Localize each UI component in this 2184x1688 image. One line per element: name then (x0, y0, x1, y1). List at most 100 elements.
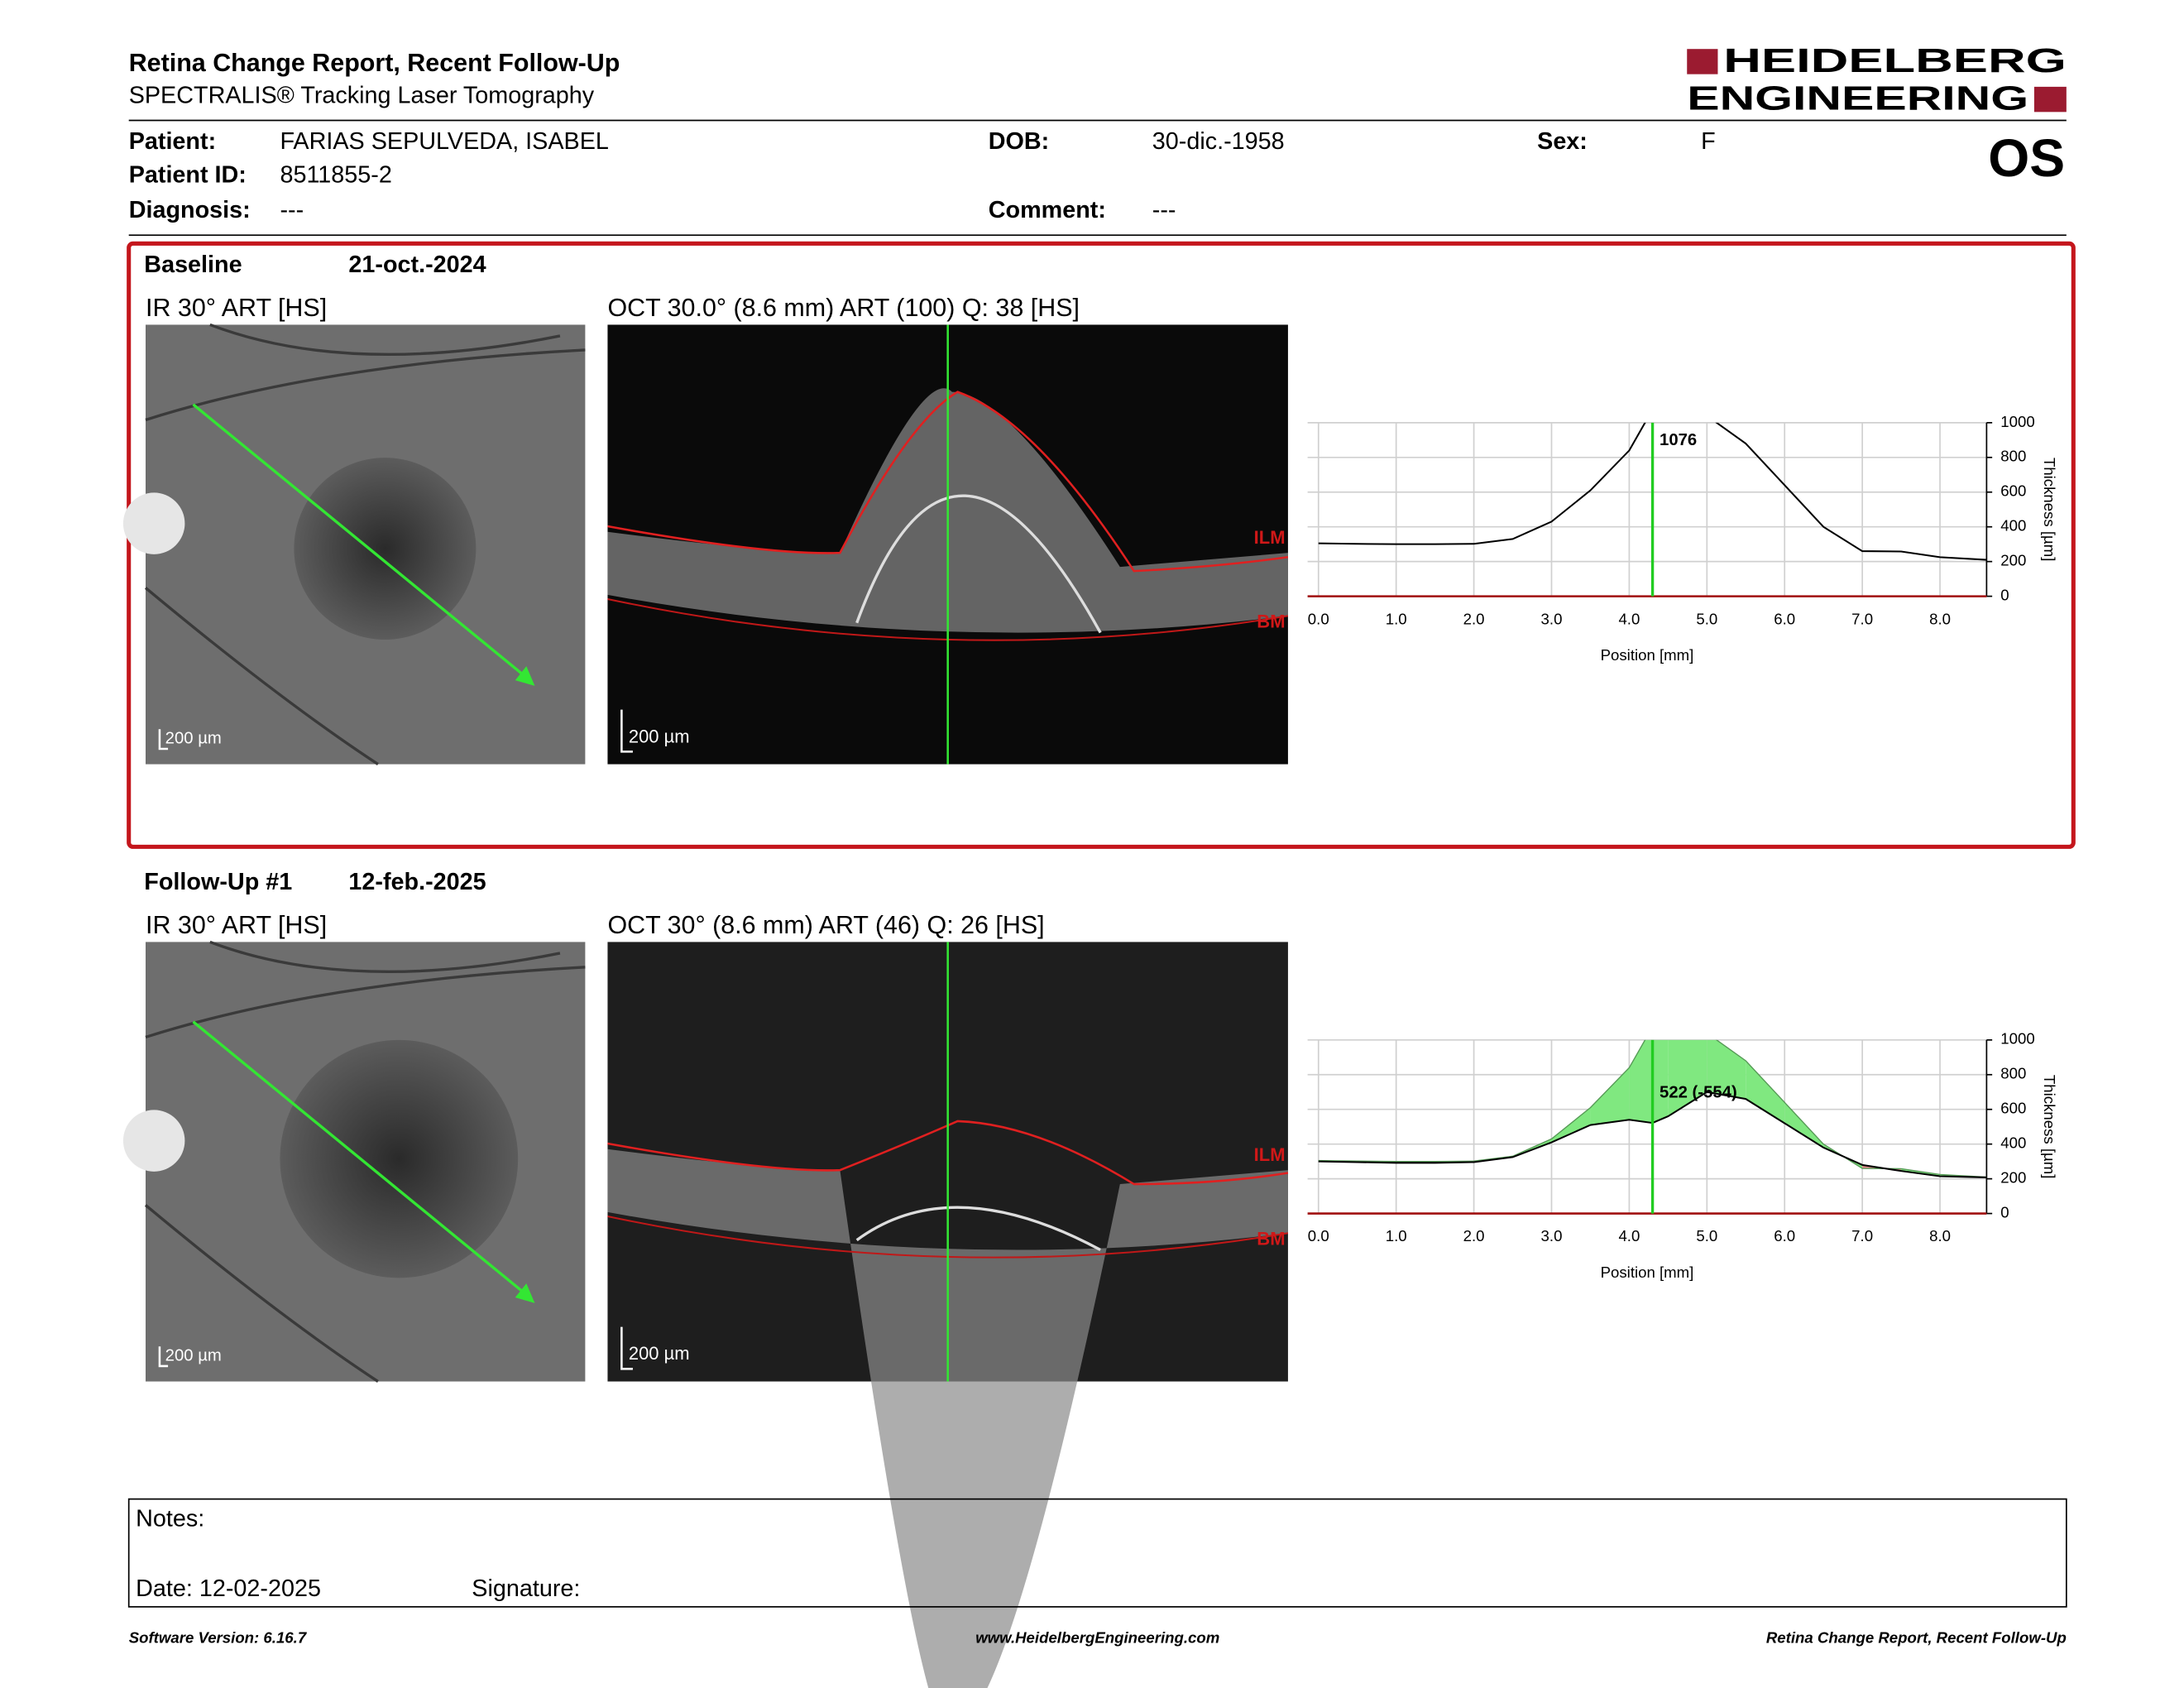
vessel (145, 348, 586, 422)
field-value: 30-dic.-1958 (1152, 128, 1285, 155)
bm-line (607, 597, 1289, 641)
scale-bar (620, 709, 633, 753)
scale-label: 200 µm (165, 729, 222, 747)
change-area (1551, 1107, 1591, 1143)
reference-line (1318, 1039, 1987, 1178)
notes-box (127, 1498, 2067, 1608)
field-label: Patient ID: (129, 162, 247, 189)
y-tick-label: 0 (2000, 1203, 2009, 1220)
scan-arrow (515, 666, 535, 686)
y-tick-label: 400 (2000, 1134, 2026, 1152)
ilm-line (607, 1120, 1289, 1186)
x-axis-label: Position [mm] (1601, 646, 1694, 664)
exam-date: 21-oct.-2024 (348, 252, 486, 278)
x-tick-label: 4.0 (1618, 1227, 1640, 1244)
field-label: Comment: (989, 197, 1106, 223)
field-label: Sex: (1537, 128, 1588, 155)
vessel (209, 323, 561, 357)
x-tick-label: 7.0 (1851, 610, 1873, 627)
scale-bar (158, 1346, 169, 1368)
scale-label: 200 µm (629, 1343, 690, 1364)
report-title: Retina Change Report, Recent Follow-Up (129, 49, 620, 77)
field-value: F (1701, 128, 1716, 155)
eye-label: OS (1988, 128, 2065, 188)
y-tick-label: 400 (2000, 517, 2026, 535)
thickness-line (1318, 422, 1987, 561)
y-tick-label: 200 (2000, 552, 2026, 569)
y-tick-label: 600 (2000, 1100, 2026, 1117)
y-axis-label: Thickness [µm] (2041, 1075, 2058, 1178)
x-tick-label: 0.0 (1308, 610, 1329, 627)
x-tick-label: 1.0 (1386, 1227, 1407, 1244)
exam-date: 12-feb.-2025 (348, 869, 486, 895)
detachment (855, 1206, 1101, 1252)
detachment (855, 494, 1102, 634)
field-value: --- (280, 197, 304, 223)
x-tick-label: 3.0 (1541, 610, 1563, 627)
x-tick-label: 0.0 (1308, 1227, 1329, 1244)
logo-text: ENGINEERING (1687, 79, 2028, 117)
x-axis-label: Position [mm] (1601, 1264, 1694, 1281)
plot-area (1318, 422, 1987, 561)
field-value: --- (1152, 197, 1176, 223)
footer-text: Software Version: 6.16.7 (129, 1629, 308, 1647)
scale-bar (620, 1326, 633, 1370)
notes-label: Notes: (136, 1506, 204, 1532)
x-tick-label: 6.0 (1774, 1227, 1795, 1244)
bm-line (607, 1215, 1289, 1259)
notes-date: Date: 12-02-2025 (136, 1575, 321, 1602)
y-tick-label: 1000 (2000, 1030, 2034, 1048)
x-tick-label: 8.0 (1929, 610, 1951, 627)
notes-signature: Signature: (472, 1575, 580, 1602)
y-tick-label: 1000 (2000, 413, 2034, 430)
scale-label: 200 µm (629, 726, 690, 746)
y-tick-label: 200 (2000, 1169, 2026, 1187)
x-tick-label: 7.0 (1851, 1227, 1873, 1244)
scale-bar (158, 729, 169, 750)
image-title: IR 30° ART [HS] (146, 294, 327, 322)
footer-text: www.HeidelbergEngineering.com (975, 1629, 1219, 1647)
baseline-frame (127, 241, 2076, 849)
ilm-line (607, 391, 1289, 573)
scan-line (192, 403, 528, 679)
scan-arrow (515, 1283, 535, 1303)
y-tick-label: 600 (2000, 482, 2026, 500)
x-tick-label: 4.0 (1618, 610, 1640, 627)
report-subtitle: SPECTRALIS® Tracking Laser Tomography (129, 82, 595, 108)
change-area (1784, 1102, 1824, 1148)
vessel (144, 587, 379, 765)
vessel (209, 940, 561, 974)
image-title: OCT 30.0° (8.6 mm) ART (100) Q: 38 [HS] (607, 294, 1080, 322)
change-area (1629, 1039, 1653, 1124)
footer-text: Retina Change Report, Recent Follow-Up (1766, 1629, 2067, 1647)
field-label: Patient: (129, 128, 216, 155)
image-title: OCT 30° (8.6 mm) ART (46) Q: 26 [HS] (607, 911, 1044, 939)
x-tick-label: 5.0 (1696, 1227, 1717, 1244)
x-tick-label: 6.0 (1774, 610, 1795, 627)
value-annotation: 1076 (1660, 431, 1697, 449)
optic-disc (122, 1110, 185, 1172)
retina-band (607, 1149, 1288, 1688)
x-tick-label: 2.0 (1463, 610, 1485, 627)
vessel (144, 1204, 379, 1383)
scale-label: 200 µm (165, 1346, 222, 1364)
field-label: DOB: (989, 128, 1049, 155)
exam-label: Baseline (144, 252, 242, 278)
ilm-label: ILM (1254, 1144, 1286, 1165)
fovea (294, 458, 477, 640)
scan-line (192, 1020, 528, 1296)
bm-label: BM (1257, 611, 1285, 632)
x-tick-label: 1.0 (1386, 610, 1407, 627)
ilm-label: ILM (1254, 527, 1286, 548)
change-area (1746, 1060, 1785, 1124)
change-area (1590, 1067, 1630, 1125)
vessel (145, 966, 586, 1039)
change-area (1707, 1039, 1746, 1100)
change-area (1652, 1039, 1669, 1124)
fovea (280, 1039, 519, 1278)
x-tick-label: 5.0 (1696, 610, 1717, 627)
field-label: Diagnosis: (129, 197, 251, 223)
y-axis-label: Thickness [µm] (2041, 458, 2058, 561)
